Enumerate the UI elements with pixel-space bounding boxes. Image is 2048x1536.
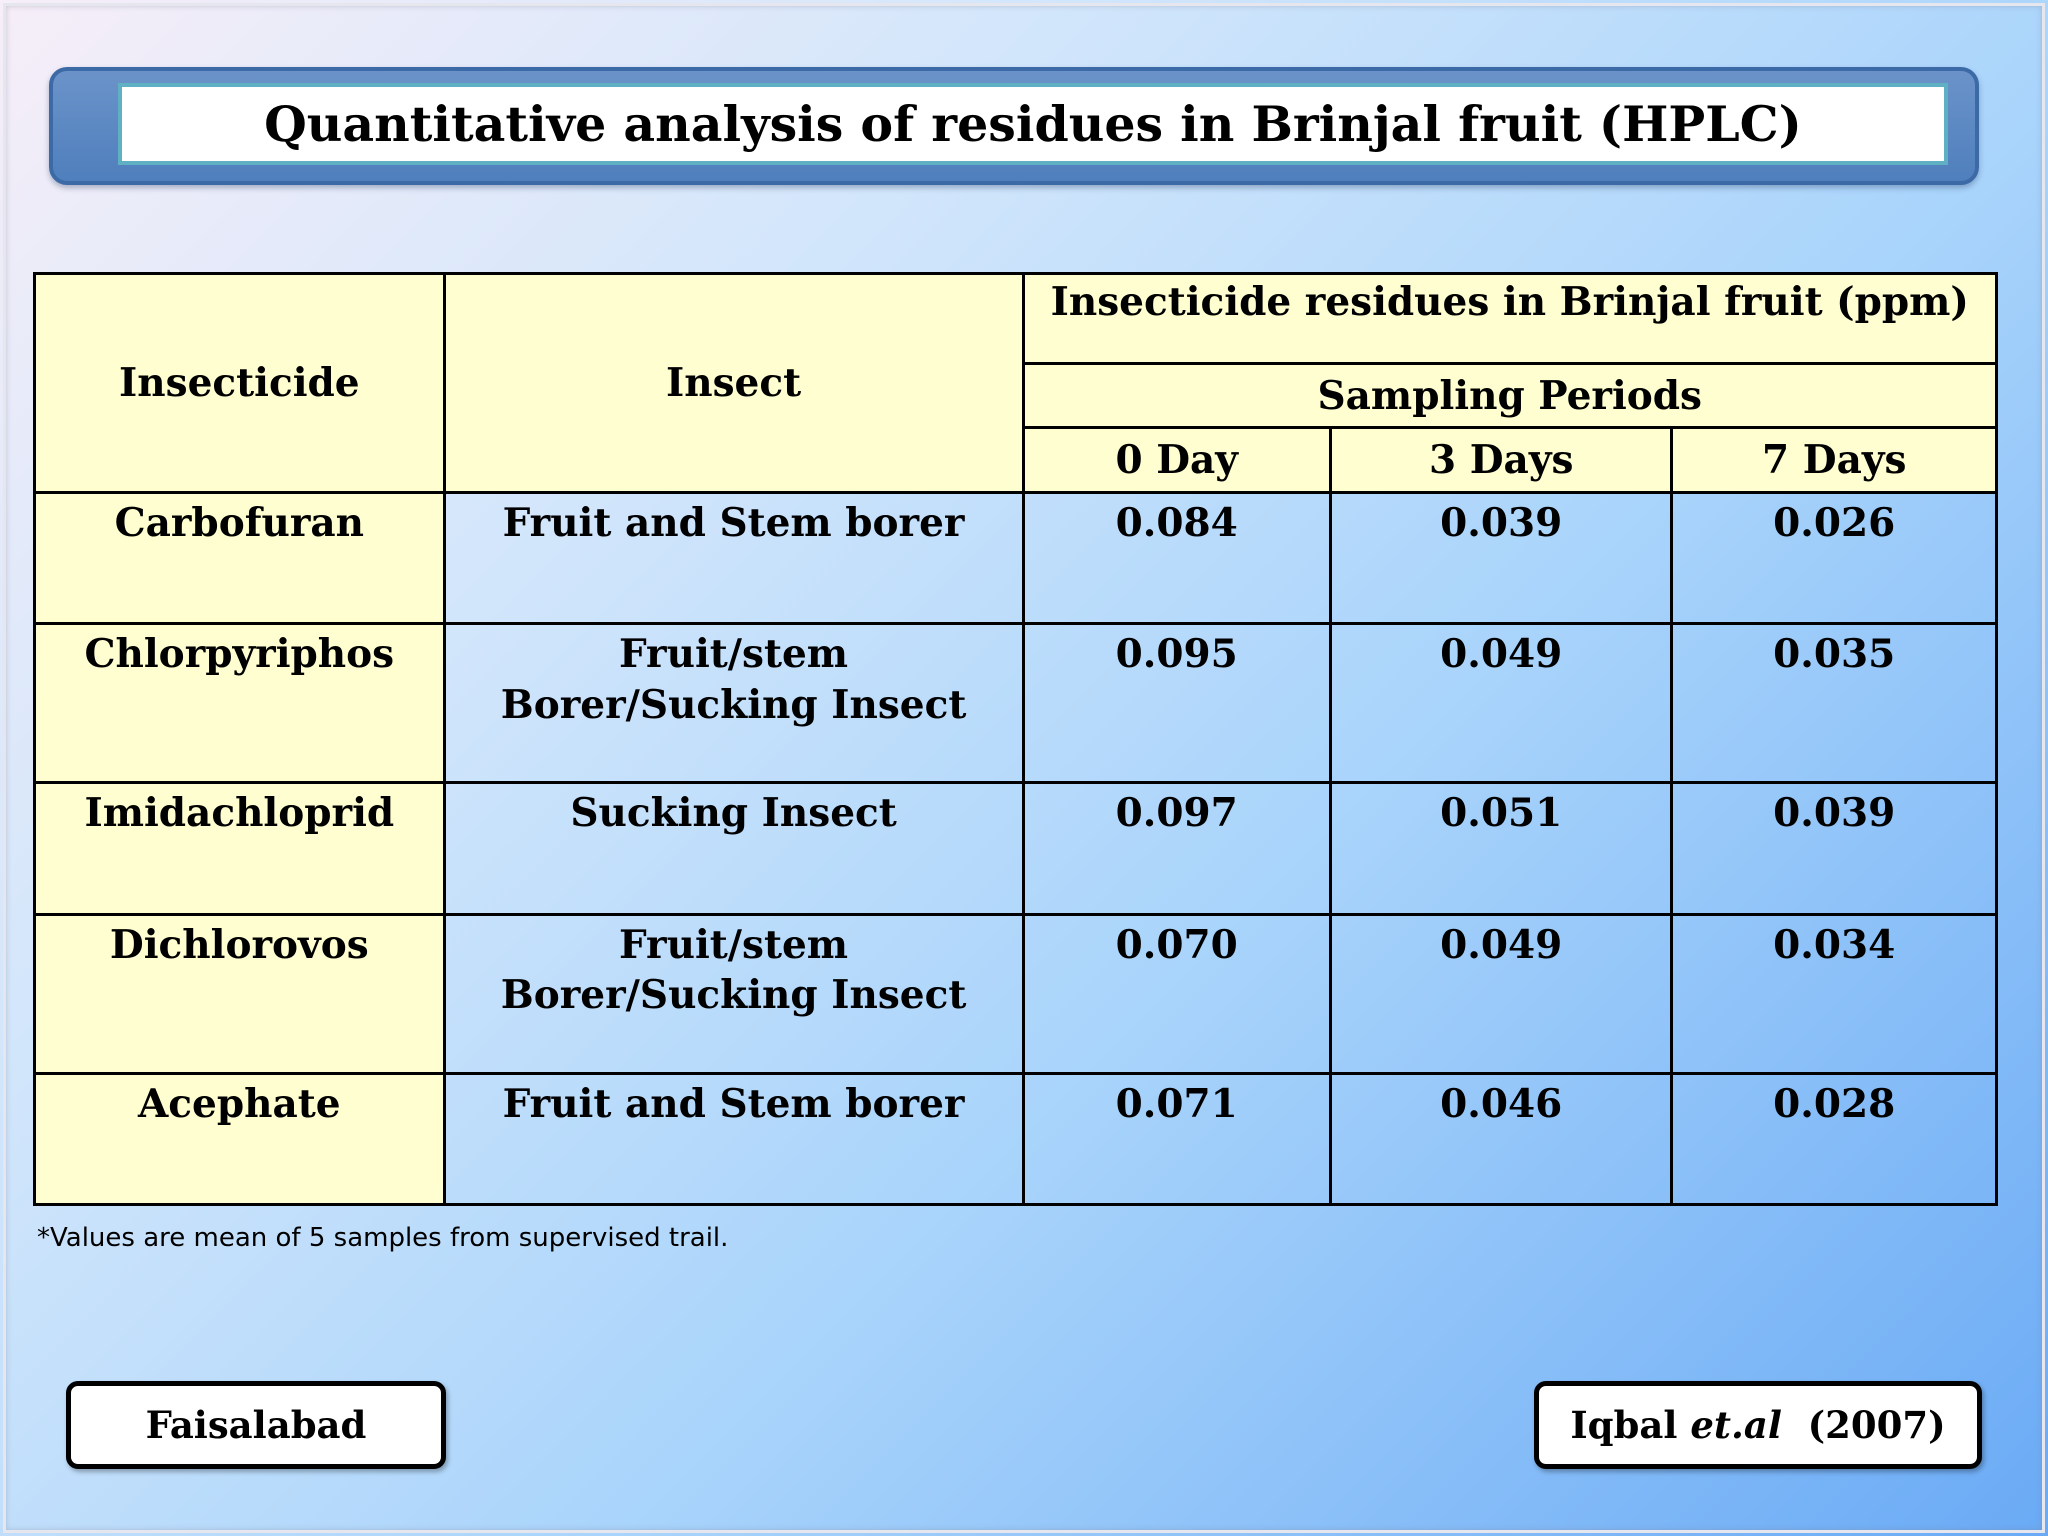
slide-title: Quantitative analysis of residues in Bri… [264, 95, 1802, 153]
cell-residue-value: 0.026 [1670, 490, 1998, 626]
footnote: *Values are mean of 5 samples from super… [37, 1223, 729, 1253]
cell-residue-value: 0.035 [1670, 622, 1998, 785]
cell-residue-value: 0.051 [1328, 781, 1674, 916]
cell-insecticide: Chlorpyriphos [33, 622, 446, 785]
citation-author: Iqbal [1570, 1403, 1678, 1447]
location-badge: Faisalabad [66, 1381, 446, 1469]
cell-insect: Sucking Insect [442, 781, 1025, 916]
cell-insect: Fruit/stem Borer/Sucking Insect [442, 912, 1025, 1075]
table-row: Imidachloprid Sucking Insect 0.097 0.051 0.0… [33, 781, 1998, 916]
cell-residue-value: 0.095 [1021, 622, 1332, 785]
cell-insect-line: Fruit and Stem borer [502, 500, 965, 546]
cell-insecticide: Acephate [33, 1071, 446, 1207]
table-row: Carbofuran Fruit and Stem borer 0.084 0.039… [33, 490, 1998, 626]
cell-insecticide: Carbofuran [33, 490, 446, 626]
cell-insect-line: Fruit/stem [619, 631, 849, 678]
cell-residue-value: 0.070 [1021, 912, 1332, 1075]
citation-etal: et.al [1690, 1403, 1782, 1447]
table-row: Dichlorovos Fruit/stem Borer/Sucking Insec… [33, 912, 1998, 1075]
cell-residue-value: 0.084 [1021, 490, 1332, 626]
citation-year: (2007) [1807, 1403, 1946, 1447]
cell-insecticide: Dichlorovos [33, 912, 446, 1075]
location-label: Faisalabad [145, 1403, 367, 1447]
cell-residue-value: 0.046 [1328, 1071, 1674, 1207]
cell-residue-value: 0.071 [1021, 1071, 1332, 1207]
cell-insect-line: Borer/Sucking Insect [500, 681, 967, 728]
header-insecticide: Insecticide [33, 272, 446, 494]
cell-residue-value: 0.039 [1670, 781, 1998, 916]
cell-insect-line: Fruit and Stem borer [502, 1080, 965, 1127]
table-row: Chlorpyriphos Fruit/stem Borer/Sucking Ins… [33, 622, 1998, 785]
title-box: Quantitative analysis of residues in Bri… [118, 83, 1948, 165]
table-row: Acephate Fruit and Stem borer 0.071 0.046 0.… [33, 1071, 1998, 1207]
header-period-0: 0 Day [1021, 426, 1332, 494]
cell-insect-line: Borer/Sucking Insect [500, 972, 967, 1019]
header-period-2: 7 Days [1670, 426, 1998, 494]
cell-insect: Fruit/stem Borer/Sucking Insect [442, 622, 1025, 785]
cell-insect: Fruit and Stem borer [442, 490, 1025, 626]
cell-residue-value: 0.028 [1670, 1071, 1998, 1207]
header-period-1: 3 Days [1328, 426, 1674, 494]
title-banner: Quantitative analysis of residues in Bri… [49, 67, 1979, 185]
cell-insect: Fruit and Stem borer [442, 1071, 1025, 1207]
cell-residue-value: 0.049 [1328, 912, 1674, 1075]
citation-badge: Iqbal et.al (2007) [1534, 1381, 1982, 1469]
cell-residue-value: 0.097 [1021, 781, 1332, 916]
cell-residue-value: 0.049 [1328, 622, 1674, 785]
cell-insect-line: Sucking Insect [570, 790, 897, 837]
header-insect: Insect [442, 272, 1025, 494]
cell-residue-value: 0.034 [1670, 912, 1998, 1075]
cell-insecticide: Imidachloprid [33, 781, 446, 916]
header-sampling-periods: Sampling Periods [1021, 362, 1998, 429]
header-residues: Insecticide residues in Brinjal fruit (p… [1021, 272, 1998, 365]
cell-residue-value: 0.039 [1328, 490, 1674, 626]
residues-table: Insecticide Insect Insecticide residues … [33, 272, 1998, 1207]
cell-insect-line: Fruit/stem [619, 921, 849, 968]
